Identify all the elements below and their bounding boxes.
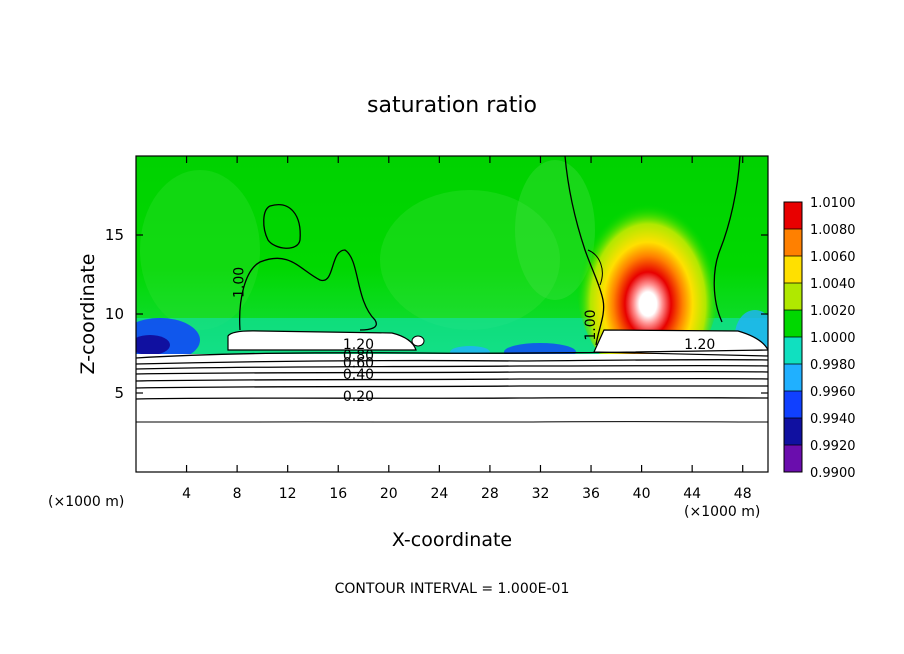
field-streak [515, 160, 595, 300]
contour-label: 1.00 [231, 267, 247, 298]
colorbar-label: 0.9980 [810, 358, 856, 373]
y-axis-label: Z-coordinate [77, 254, 99, 375]
contour-label: 0.40 [343, 367, 374, 383]
colorbar-bin [784, 445, 802, 472]
chart-title: saturation ratio [367, 93, 537, 118]
contour-line [263, 204, 301, 249]
contour-line [713, 156, 741, 323]
colorbar-label: 0.9920 [810, 439, 856, 454]
contour-line [136, 370, 768, 375]
colorbar-label: 0.9940 [810, 412, 856, 427]
colorbar-label: 1.0040 [810, 277, 856, 292]
colorbar-bin [784, 364, 802, 391]
field-streak [140, 170, 260, 330]
x-axis-ticks: 4 8 12 16 20 24 28 32 36 40 44 48 [182, 156, 752, 502]
colorbar-label: 1.0060 [810, 250, 856, 265]
contour-line [136, 377, 768, 382]
contour-line [136, 358, 768, 365]
colorbar-bin [784, 391, 802, 418]
cloud-region-left [227, 330, 417, 351]
contour-label: 0.60 [343, 356, 374, 372]
x-unit-left: (×1000 m) [48, 494, 124, 510]
contour-label: 0.20 [343, 389, 374, 405]
colorbar-bin [784, 418, 802, 445]
colorbar-label: 0.9900 [810, 466, 856, 481]
x-tick-label: 4 [182, 486, 191, 502]
colorbar-label: 1.0080 [810, 223, 856, 238]
colorbar: 0.9900 0.9920 0.9940 0.9960 0.9980 1.0000 1.00… [783, 196, 856, 481]
x-tick-label: 48 [734, 486, 752, 502]
contour-label: 1.20 [684, 337, 715, 353]
colorbar-label: 1.0020 [810, 304, 856, 319]
contour-interval-note: CONTOUR INTERVAL = 1.000E-01 [335, 581, 570, 597]
x-tick-label: 40 [633, 486, 651, 502]
x-tick-label: 16 [329, 486, 347, 502]
contour-line [136, 349, 768, 359]
x-axis-label: X-coordinate [392, 529, 512, 551]
x-tick-label: 8 [233, 486, 242, 502]
low-zone-deep [136, 335, 170, 355]
colorbar-label: 0.9960 [810, 385, 856, 400]
x-tick-label: 28 [481, 486, 499, 502]
contour-label: 1.00 [583, 309, 599, 340]
field-streak [380, 190, 560, 330]
colorbar-bin [784, 310, 802, 337]
x-tick-label: 44 [683, 486, 701, 502]
plot-field [136, 156, 768, 472]
colorbar-bin [784, 202, 802, 229]
x-tick-label: 12 [279, 486, 297, 502]
y-axis-ticks: 5 10 15 [105, 226, 768, 402]
colorbar-bin [784, 256, 802, 283]
x-tick-label: 20 [380, 486, 398, 502]
contour-line [587, 249, 603, 286]
cloud-speck [411, 335, 425, 347]
x-tick-label: 24 [430, 486, 448, 502]
contour-line [136, 421, 768, 423]
colorbar-label: 1.0000 [810, 331, 856, 346]
colorbar-bin [784, 229, 802, 256]
contour-line [136, 396, 768, 400]
y-tick-label: 10 [105, 305, 124, 323]
x-unit-right: (×1000 m) [684, 504, 760, 520]
contour-labels: 1.001.001.200.800.600.400.201.20 [231, 267, 715, 405]
contour-label: 1.20 [343, 337, 374, 353]
colorbar-label: 1.0100 [810, 196, 856, 211]
x-tick-label: 36 [582, 486, 600, 502]
y-tick-label: 5 [114, 384, 124, 402]
contour-line [239, 249, 377, 331]
x-tick-label: 32 [532, 486, 550, 502]
colorbar-bin [784, 283, 802, 310]
contour-line [564, 156, 605, 346]
contour-line [136, 385, 768, 389]
y-tick-label: 15 [105, 226, 124, 244]
contour-label: 0.80 [343, 348, 374, 364]
lower-region [136, 354, 768, 472]
contour-line [136, 364, 768, 370]
colorbar-bin [784, 337, 802, 364]
